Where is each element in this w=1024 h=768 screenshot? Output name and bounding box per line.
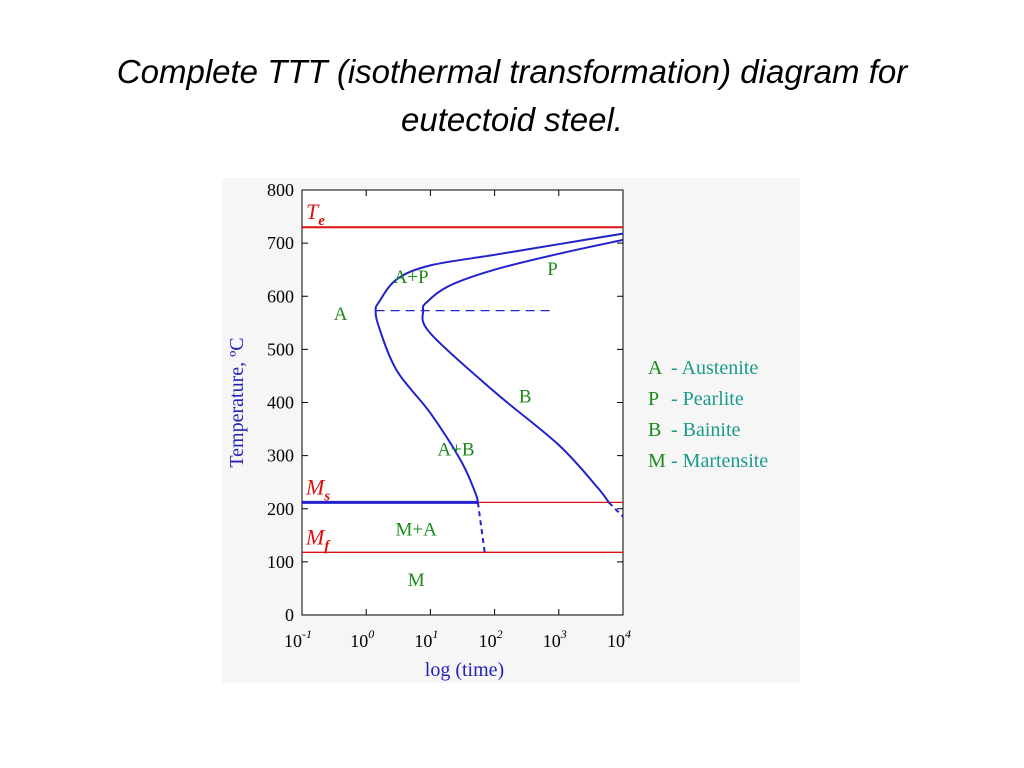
region-label: A: [334, 304, 348, 325]
region-label: A+P: [394, 267, 429, 288]
x-axis-title: log (time): [425, 659, 504, 681]
legend-value: - Bainite: [671, 419, 741, 441]
legend-value: - Austenite: [671, 357, 758, 379]
y-tick-label: 100: [267, 552, 294, 572]
reference-label-mf: Mf: [305, 524, 331, 554]
legend-key: A: [648, 357, 663, 379]
y-tick-label: 700: [267, 233, 294, 253]
x-tick-label: 104: [607, 627, 631, 651]
legend-key: P: [648, 388, 659, 410]
dashed-finish-below-ms: [608, 501, 624, 518]
reference-label-ms: Ms: [305, 474, 330, 504]
slide-title: Complete TTT (isothermal transformation)…: [0, 48, 1024, 144]
legend-value: - Martensite: [671, 450, 768, 472]
region-label: A+B: [437, 440, 474, 461]
y-tick-label: 200: [267, 499, 294, 519]
region-label: M+A: [395, 519, 437, 540]
region-label: M: [408, 570, 425, 591]
y-tick-label: 600: [267, 286, 294, 306]
reference-label-te: Te: [306, 199, 325, 229]
plot-frame: [301, 189, 624, 616]
x-tick-label: 100: [350, 627, 374, 651]
x-tick-label: 10-1: [284, 627, 312, 651]
y-tick-label: 400: [267, 393, 294, 413]
y-tick-label: 500: [267, 339, 294, 359]
region-label: P: [547, 259, 558, 280]
curve-start: [374, 232, 624, 503]
slide-title-line-1: Complete TTT (isothermal transformation)…: [116, 53, 908, 90]
x-tick-label: 103: [543, 627, 567, 651]
x-tick-label: 102: [479, 627, 503, 651]
region-label: B: [519, 387, 532, 408]
legend-key: M: [648, 450, 666, 472]
legend-value: - Pearlite: [671, 388, 744, 410]
legend-key: B: [648, 419, 661, 441]
y-axis-title: Temperature, ºC: [226, 337, 248, 467]
x-tick-label: 101: [414, 627, 438, 651]
y-tick-label: 300: [267, 446, 294, 466]
y-tick-label: 800: [267, 180, 294, 200]
slide-title-line-2: eutectoid steel.: [401, 101, 623, 138]
y-tick-label: 0: [285, 605, 294, 625]
